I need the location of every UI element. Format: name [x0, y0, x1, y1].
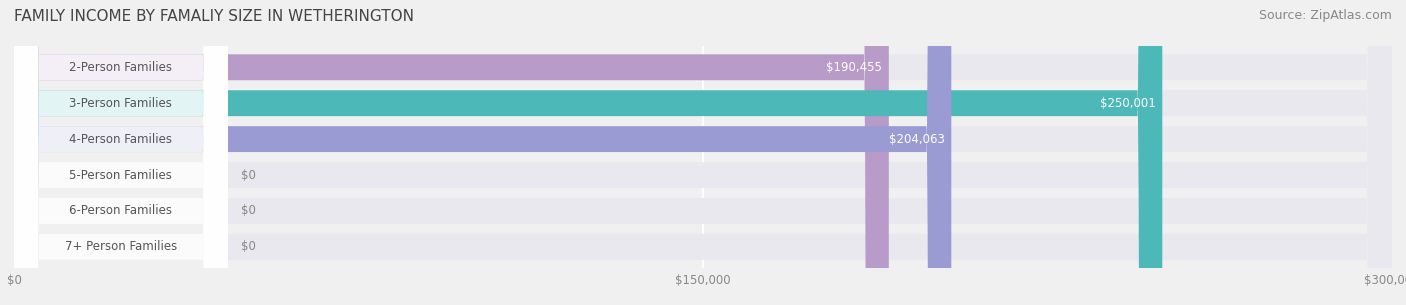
FancyBboxPatch shape — [14, 0, 952, 305]
Text: $204,063: $204,063 — [889, 133, 945, 145]
FancyBboxPatch shape — [14, 0, 1392, 305]
Text: $0: $0 — [242, 204, 256, 217]
Text: 3-Person Families: 3-Person Families — [69, 97, 173, 110]
FancyBboxPatch shape — [14, 0, 1163, 305]
FancyBboxPatch shape — [14, 0, 228, 305]
FancyBboxPatch shape — [14, 0, 228, 305]
Text: FAMILY INCOME BY FAMALIY SIZE IN WETHERINGTON: FAMILY INCOME BY FAMALIY SIZE IN WETHERI… — [14, 9, 413, 24]
FancyBboxPatch shape — [14, 0, 228, 305]
Text: $0: $0 — [242, 240, 256, 253]
Text: 6-Person Families: 6-Person Families — [69, 204, 173, 217]
Text: 5-Person Families: 5-Person Families — [69, 169, 173, 181]
Text: 7+ Person Families: 7+ Person Families — [65, 240, 177, 253]
Text: 4-Person Families: 4-Person Families — [69, 133, 173, 145]
Text: 2-Person Families: 2-Person Families — [69, 61, 173, 74]
FancyBboxPatch shape — [14, 0, 228, 305]
FancyBboxPatch shape — [14, 0, 1392, 305]
FancyBboxPatch shape — [14, 0, 1392, 305]
FancyBboxPatch shape — [14, 0, 228, 305]
Text: Source: ZipAtlas.com: Source: ZipAtlas.com — [1258, 9, 1392, 22]
FancyBboxPatch shape — [14, 0, 889, 305]
Text: $0: $0 — [242, 169, 256, 181]
Text: $190,455: $190,455 — [827, 61, 882, 74]
Text: $250,001: $250,001 — [1099, 97, 1156, 110]
FancyBboxPatch shape — [14, 0, 228, 305]
FancyBboxPatch shape — [14, 0, 1392, 305]
FancyBboxPatch shape — [14, 0, 1392, 305]
FancyBboxPatch shape — [14, 0, 1392, 305]
